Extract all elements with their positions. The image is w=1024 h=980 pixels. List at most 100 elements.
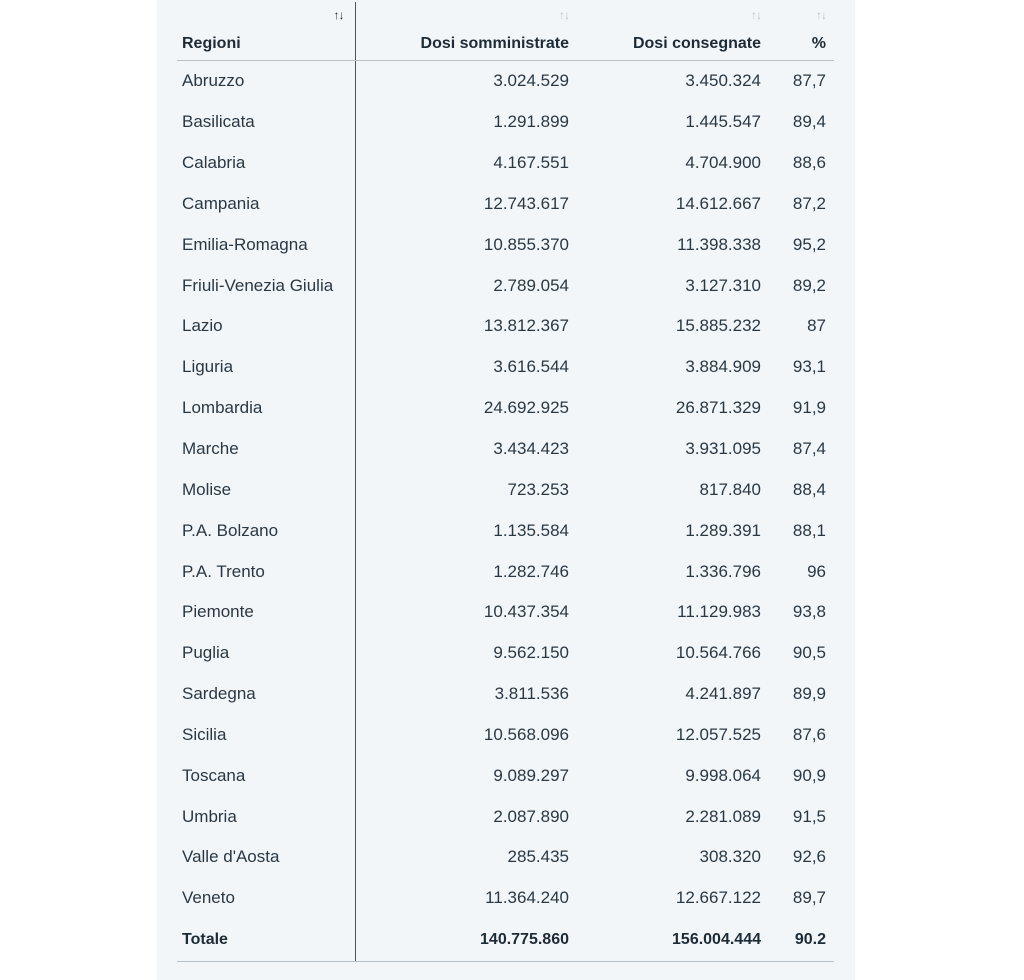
cell-somministrate: 10.437.354 <box>483 602 569 622</box>
cell-somministrate: 4.167.551 <box>493 153 569 173</box>
sort-up-glyph: ↑ <box>816 8 822 22</box>
cell-percent: 90,5 <box>792 643 826 663</box>
total-label: Totale <box>177 918 356 962</box>
table-row: Toscana 9.089.297 9.998.064 90,9 <box>177 755 834 797</box>
cell-consegnate: 2.281.089 <box>685 806 761 826</box>
cell-consegnate: 3.931.095 <box>685 439 761 459</box>
cell-percent: 88,6 <box>792 153 826 173</box>
cell-region: Veneto <box>177 877 356 919</box>
table-row: Umbria 2.087.890 2.281.089 91,5 <box>177 796 834 838</box>
table-row: Campania 12.743.617 14.612.667 87,2 <box>177 183 834 225</box>
table-row: Veneto 11.364.240 12.667.122 89,7 <box>177 877 834 919</box>
table-header-row: ↑↓ Regioni ↑↓ Dosi somministrate ↑↓ Dosi… <box>177 2 834 61</box>
cell-somministrate: 24.692.925 <box>483 398 569 418</box>
cell-region: Liguria <box>177 346 356 388</box>
cell-region: Campania <box>177 183 356 225</box>
cell-somministrate: 1.291.899 <box>493 112 569 132</box>
column-header-dosi-consegnate[interactable]: ↑↓ Dosi consegnate <box>577 2 769 61</box>
cell-consegnate: 15.885.232 <box>675 316 761 336</box>
cell-percent: 91,9 <box>792 398 826 418</box>
cell-region: Sardegna <box>177 673 356 715</box>
cell-somministrate: 1.135.584 <box>493 520 569 540</box>
table-row: Basilicata 1.291.899 1.445.547 89,4 <box>177 101 834 143</box>
cell-region: Molise <box>177 469 356 511</box>
cell-somministrate: 3.811.536 <box>494 684 569 704</box>
cell-percent: 95,2 <box>792 234 826 254</box>
table-row: Marche 3.434.423 3.931.095 87,4 <box>177 428 834 470</box>
column-header-label: Dosi consegnate <box>632 35 761 52</box>
cell-region: Emilia-Romagna <box>177 224 356 266</box>
cell-consegnate: 4.241.897 <box>685 684 761 704</box>
table-row: P.A. Trento 1.282.746 1.336.796 96 <box>177 551 834 592</box>
cell-consegnate: 12.057.525 <box>675 724 761 744</box>
cell-percent: 88,4 <box>792 479 826 499</box>
cell-somministrate: 11.364.240 <box>485 888 569 908</box>
sort-up-down-icon[interactable]: ↑↓ <box>559 8 570 22</box>
cell-percent: 89,7 <box>792 888 826 908</box>
cell-consegnate: 26.871.329 <box>675 398 761 418</box>
cell-percent: 87,6 <box>792 724 826 744</box>
table-row: Friuli-Venezia Giulia 2.789.054 3.127.310 8… <box>177 265 834 307</box>
cell-percent: 88,1 <box>792 520 826 540</box>
total-somministrate: 140.775.860 <box>355 918 577 962</box>
cell-region: Lazio <box>177 306 356 347</box>
sort-up-down-icon[interactable]: ↑↓ <box>333 8 345 22</box>
vaccine-doses-table: ↑↓ Regioni ↑↓ Dosi somministrate ↑↓ Dosi… <box>177 2 834 962</box>
cell-region: Calabria <box>177 142 356 184</box>
cell-region: P.A. Bolzano <box>177 510 356 552</box>
sort-up-down-icon[interactable]: ↑↓ <box>816 8 827 22</box>
cell-region: Lombardia <box>177 387 356 429</box>
sort-down-glyph: ↓ <box>756 8 762 22</box>
table-row: P.A. Bolzano 1.135.584 1.289.391 88,1 <box>177 510 834 552</box>
sort-up-glyph: ↑ <box>333 8 340 22</box>
cell-somministrate: 9.562.150 <box>493 643 569 663</box>
column-header-percent[interactable]: ↑↓ % <box>769 2 834 61</box>
cell-region: Puglia <box>177 632 356 674</box>
table-row: Emilia-Romagna 10.855.370 11.398.338 95,2 <box>177 224 834 266</box>
cell-consegnate: 12.667.122 <box>675 888 761 908</box>
cell-region: Sicilia <box>177 714 356 756</box>
cell-percent: 91,5 <box>792 806 826 826</box>
cell-consegnate: 3.884.909 <box>685 357 761 377</box>
column-header-dosi-somministrate[interactable]: ↑↓ Dosi somministrate <box>355 2 577 61</box>
sort-down-glyph: ↓ <box>821 8 827 22</box>
cell-consegnate: 1.336.796 <box>685 561 761 581</box>
cell-somministrate: 10.855.370 <box>483 234 569 254</box>
cell-percent: 87,4 <box>792 439 826 459</box>
cell-percent: 89,4 <box>792 112 826 132</box>
table-row: Abruzzo 3.024.529 3.450.324 87,7 <box>177 60 834 102</box>
column-header-label: Regioni <box>182 35 241 52</box>
cell-consegnate: 4.704.900 <box>685 153 761 173</box>
table-row: Liguria 3.616.544 3.884.909 93,1 <box>177 346 834 388</box>
cell-somministrate: 12.743.617 <box>483 193 569 213</box>
cell-consegnate: 11.398.338 <box>677 234 761 254</box>
column-header-regioni[interactable]: ↑↓ Regioni <box>177 2 356 61</box>
cell-consegnate: 817.840 <box>699 479 761 499</box>
cell-somministrate: 1.282.746 <box>493 561 569 581</box>
table-row: Valle d'Aosta 285.435 308.320 92,6 <box>177 837 834 878</box>
cell-consegnate: 10.564.766 <box>675 643 761 663</box>
table-panel: ↑↓ Regioni ↑↓ Dosi somministrate ↑↓ Dosi… <box>157 0 855 980</box>
cell-consegnate: 308.320 <box>699 847 761 867</box>
cell-region: Abruzzo <box>177 60 356 102</box>
cell-percent: 87 <box>807 316 826 336</box>
cell-consegnate: 11.129.983 <box>677 602 761 622</box>
cell-percent: 93,8 <box>792 602 826 622</box>
cell-consegnate: 1.445.547 <box>685 112 761 132</box>
cell-region: P.A. Trento <box>177 551 356 592</box>
sort-down-glyph: ↓ <box>338 8 345 22</box>
cell-percent: 90,9 <box>792 765 826 785</box>
sort-up-down-icon[interactable]: ↑↓ <box>751 8 762 22</box>
cell-region: Toscana <box>177 755 356 797</box>
table-row: Puglia 9.562.150 10.564.766 90,5 <box>177 632 834 674</box>
cell-region: Basilicata <box>177 101 356 143</box>
cell-consegnate: 3.450.324 <box>685 71 761 91</box>
cell-percent: 93,1 <box>792 357 826 377</box>
cell-region: Marche <box>177 428 356 470</box>
cell-percent: 87,2 <box>792 193 826 213</box>
sort-up-glyph: ↑ <box>751 8 757 22</box>
cell-somministrate: 9.089.297 <box>493 765 569 785</box>
cell-percent: 92,6 <box>792 847 826 867</box>
cell-somministrate: 2.087.890 <box>493 806 569 826</box>
cell-somministrate: 285.435 <box>507 847 569 867</box>
